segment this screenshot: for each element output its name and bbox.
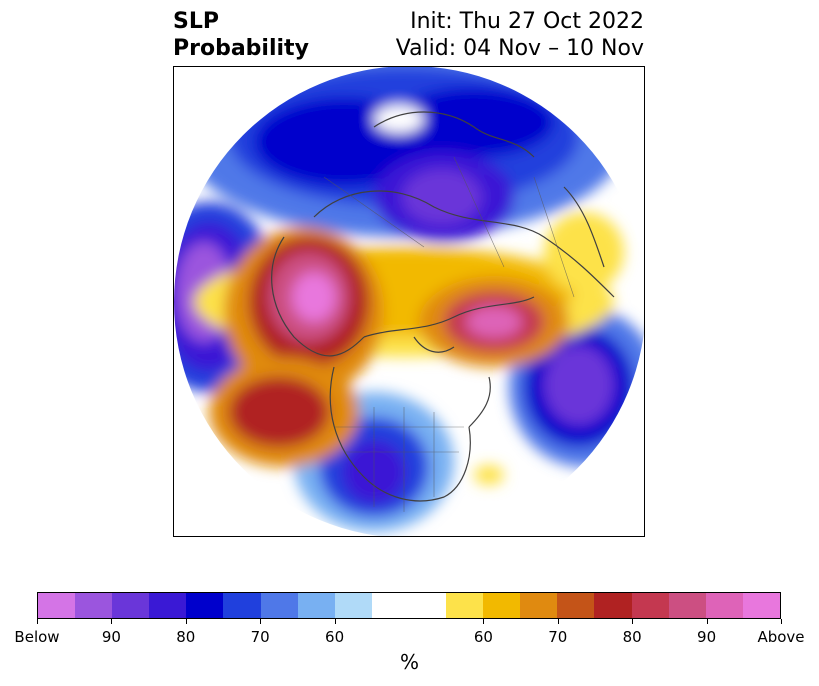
colorbar-swatch — [334, 593, 372, 618]
probability-field — [174, 67, 644, 536]
colorbar-swatch — [38, 593, 76, 618]
title-line-1: SLP — [173, 9, 219, 34]
polar-map — [174, 67, 644, 536]
colorbar-swatch — [149, 593, 187, 618]
colorbar-tick-mark — [781, 619, 782, 624]
colorbar-swatch — [594, 593, 632, 618]
colorbar-tick-mark — [557, 619, 559, 624]
colorbar-swatch — [186, 593, 224, 618]
colorbar-swatch — [446, 593, 484, 618]
colorbar-swatch — [112, 593, 150, 618]
colorbar-unit: % — [399, 650, 419, 674]
title-line-2: Probability — [173, 36, 309, 61]
colorbar-swatch — [371, 593, 409, 618]
colorbar — [37, 592, 781, 619]
colorbar-tick-label: 60 — [325, 628, 345, 646]
colorbar-tick-mark — [260, 619, 262, 624]
colorbar-tick-label: 70 — [250, 628, 270, 646]
colorbar-swatch — [520, 593, 558, 618]
colorbar-tick-mark — [37, 619, 38, 624]
colorbar-swatch — [483, 593, 521, 618]
colorbar-tick-mark — [632, 619, 634, 624]
colorbar-swatches — [37, 592, 781, 619]
colorbar-tick-label: 80 — [176, 628, 196, 646]
colorbar-tick-label: 90 — [101, 628, 121, 646]
valid-period: Init: Thu 27 Oct 2022 Valid: 04 Nov – 10… — [396, 8, 644, 62]
colorbar-tick-mark — [111, 619, 113, 624]
chart-title: SLP Probability — [173, 8, 309, 62]
colorbar-swatch — [668, 593, 706, 618]
colorbar-swatch — [742, 593, 780, 618]
valid-dates: Valid: 04 Nov – 10 Nov — [395, 36, 644, 61]
colorbar-tick-label: 80 — [622, 628, 642, 646]
colorbar-tick-mark — [706, 619, 708, 624]
colorbar-swatch — [631, 593, 669, 618]
colorbar-swatch — [260, 593, 298, 618]
colorbar-swatch — [408, 593, 447, 618]
colorbar-labels: Below 90 80 70 60 60 70 80 90 Above — [14, 628, 804, 648]
colorbar-swatch — [223, 593, 261, 618]
colorbar-tick-marks — [37, 619, 782, 625]
colorbar-tick-label: 60 — [473, 628, 493, 646]
map-panel — [173, 66, 645, 537]
colorbar-swatch — [297, 593, 335, 618]
init-date: Init: Thu 27 Oct 2022 — [410, 9, 644, 34]
colorbar-swatch — [557, 593, 595, 618]
colorbar-tick-mark — [483, 619, 485, 624]
political-borders — [323, 156, 575, 512]
colorbar-tick-label: 90 — [697, 628, 717, 646]
colorbar-tick-mark — [334, 619, 336, 624]
colorbar-tick-label: 70 — [548, 628, 568, 646]
colorbar-tick-label: Above — [757, 628, 805, 646]
colorbar-swatch — [705, 593, 743, 618]
colorbar-swatch — [75, 593, 113, 618]
colorbar-tick-mark — [185, 619, 187, 624]
colorbar-tick-label: Below — [14, 628, 60, 646]
